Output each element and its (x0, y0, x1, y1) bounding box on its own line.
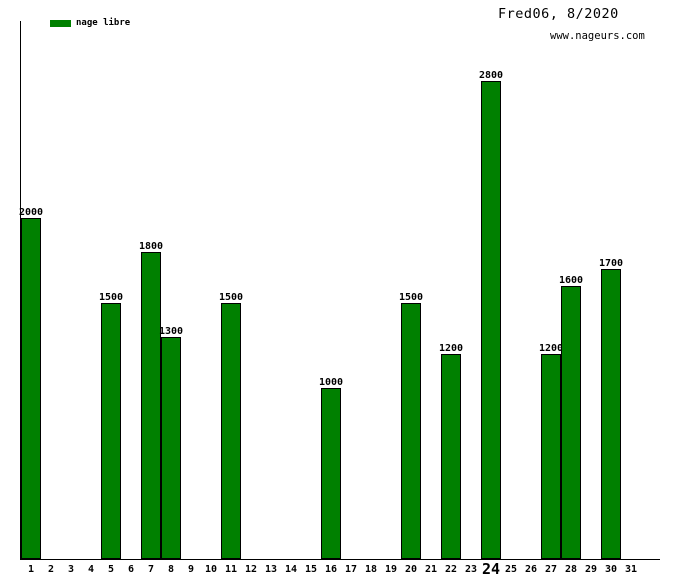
x-tick-label-29: 29 (584, 564, 598, 575)
bar-value-label-day-24: 2800 (478, 70, 504, 81)
bar-value-label-day-28: 1600 (558, 275, 584, 286)
x-tick-label-7: 7 (147, 564, 155, 575)
bar-value-label-day-7: 1800 (138, 241, 164, 252)
bar-value-label-day-8: 1300 (158, 326, 184, 337)
bar-value-label-day-1: 2000 (18, 207, 44, 218)
bar-value-label-day-22: 1200 (438, 343, 464, 354)
bar-value-label-day-5: 1500 (98, 292, 124, 303)
x-tick-label-17: 17 (344, 564, 358, 575)
x-tick-label-15: 15 (304, 564, 318, 575)
legend-swatch-icon (50, 20, 71, 27)
bar-value-label-day-20: 1500 (398, 292, 424, 303)
bar-day-28 (561, 286, 581, 559)
x-tick-label-25: 25 (504, 564, 518, 575)
x-tick-label-27: 27 (544, 564, 558, 575)
chart-title: Fred06, 8/2020 (498, 6, 619, 22)
x-tick-label-20: 20 (404, 564, 418, 575)
legend: nage libre (50, 19, 130, 28)
bar-day-7 (141, 252, 161, 559)
bar-day-5 (101, 303, 121, 559)
x-tick-label-19: 19 (384, 564, 398, 575)
legend-label: nage libre (76, 18, 131, 28)
bar-day-22 (441, 354, 461, 559)
bar-day-24 (481, 81, 501, 559)
x-tick-label-31: 31 (624, 564, 638, 575)
x-tick-label-12: 12 (244, 564, 258, 575)
x-tick-label-5: 5 (107, 564, 115, 575)
x-tick-label-8: 8 (167, 564, 175, 575)
x-tick-label-4: 4 (87, 564, 95, 575)
x-tick-label-28: 28 (564, 564, 578, 575)
website-link[interactable]: www.nageurs.com (550, 30, 645, 42)
bar-day-16 (321, 388, 341, 559)
x-tick-label-13: 13 (264, 564, 278, 575)
x-tick-label-18: 18 (364, 564, 378, 575)
bar-value-label-day-30: 1700 (598, 258, 624, 269)
x-tick-label-6: 6 (127, 564, 135, 575)
bar-value-label-day-11: 1500 (218, 292, 244, 303)
bar-value-label-day-16: 1000 (318, 377, 344, 388)
x-tick-label-1: 1 (27, 564, 35, 575)
x-tick-label-9: 9 (187, 564, 195, 575)
x-axis-line (20, 559, 660, 560)
bar-day-1 (21, 218, 41, 559)
bar-day-27 (541, 354, 561, 559)
x-tick-label-24-highlighted: 24 (481, 560, 501, 578)
bar-value-label-day-27: 1200 (538, 343, 564, 354)
bar-day-11 (221, 303, 241, 559)
x-tick-label-11: 11 (224, 564, 238, 575)
x-tick-label-21: 21 (424, 564, 438, 575)
x-tick-label-16: 16 (324, 564, 338, 575)
x-tick-label-10: 10 (204, 564, 218, 575)
bar-day-8 (161, 337, 181, 559)
x-tick-label-3: 3 (67, 564, 75, 575)
y-axis-line (20, 21, 21, 560)
x-tick-label-26: 26 (524, 564, 538, 575)
x-tick-label-14: 14 (284, 564, 298, 575)
x-tick-label-2: 2 (47, 564, 55, 575)
bar-day-30 (601, 269, 621, 559)
bar-day-20 (401, 303, 421, 559)
x-tick-label-30: 30 (604, 564, 618, 575)
x-tick-label-23: 23 (464, 564, 478, 575)
x-tick-label-22: 22 (444, 564, 458, 575)
